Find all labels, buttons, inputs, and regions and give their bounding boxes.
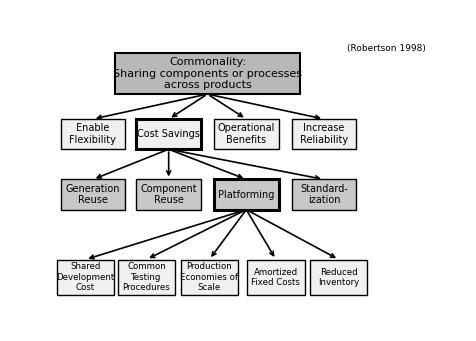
Text: Increase
Reliability: Increase Reliability bbox=[299, 123, 347, 145]
Text: Enable
Flexibility: Enable Flexibility bbox=[69, 123, 116, 145]
FancyBboxPatch shape bbox=[118, 260, 175, 295]
FancyBboxPatch shape bbox=[247, 260, 304, 295]
FancyBboxPatch shape bbox=[309, 260, 367, 295]
Text: Platforming: Platforming bbox=[218, 190, 274, 199]
FancyBboxPatch shape bbox=[136, 179, 200, 210]
FancyBboxPatch shape bbox=[291, 119, 356, 149]
FancyBboxPatch shape bbox=[60, 179, 125, 210]
FancyBboxPatch shape bbox=[136, 119, 200, 149]
Text: Operational
Benefits: Operational Benefits bbox=[217, 123, 275, 145]
Text: Component
Reuse: Component Reuse bbox=[140, 184, 197, 205]
Text: Common
Testing
Procedures: Common Testing Procedures bbox=[122, 262, 170, 292]
FancyBboxPatch shape bbox=[57, 260, 114, 295]
Text: Production
Economies of
Scale: Production Economies of Scale bbox=[180, 262, 238, 292]
FancyBboxPatch shape bbox=[214, 119, 278, 149]
Text: Commonality:
Sharing components or processes
across products: Commonality: Sharing components or proce… bbox=[113, 57, 301, 90]
Text: Reduced
Inventory: Reduced Inventory bbox=[317, 268, 358, 287]
FancyBboxPatch shape bbox=[60, 119, 125, 149]
Text: Amortized
Fixed Costs: Amortized Fixed Costs bbox=[251, 268, 300, 287]
FancyBboxPatch shape bbox=[214, 179, 278, 210]
FancyBboxPatch shape bbox=[180, 260, 238, 295]
Text: Shared
Development
Cost: Shared Development Cost bbox=[56, 262, 114, 292]
Text: Standard-
ization: Standard- ization bbox=[299, 184, 347, 205]
FancyBboxPatch shape bbox=[291, 179, 356, 210]
FancyBboxPatch shape bbox=[115, 54, 299, 94]
Text: Cost Savings: Cost Savings bbox=[137, 129, 200, 139]
Text: Generation
Reuse: Generation Reuse bbox=[66, 184, 120, 205]
Text: (Robertson 1998): (Robertson 1998) bbox=[346, 44, 425, 53]
